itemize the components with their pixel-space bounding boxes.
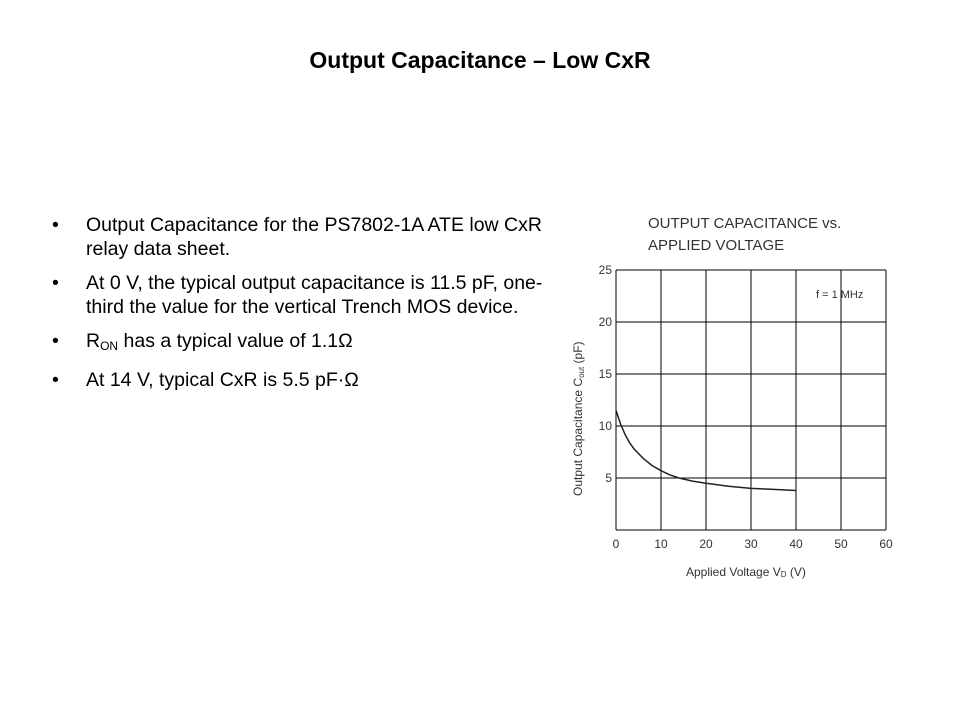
- x-axis-label: Applied Voltage VD (V): [686, 565, 806, 579]
- x-tick-label: 10: [654, 537, 668, 551]
- bullet-text: RON has a typical value of 1.1Ω: [86, 330, 353, 353]
- x-tick-label: 0: [613, 537, 620, 551]
- bullet-dot: •: [52, 272, 59, 294]
- capacitance-chart: OUTPUT CAPACITANCE vs. APPLIED VOLTAGE 0…: [571, 215, 893, 579]
- bullet-item: • At 0 V, the typical output capacitance…: [52, 271, 562, 319]
- y-tick-label: 15: [599, 367, 613, 381]
- x-tick-label: 50: [834, 537, 848, 551]
- subscript: ON: [100, 339, 119, 353]
- y-tick-label: 5: [605, 471, 612, 485]
- page-title: Output Capacitance – Low CxR: [309, 47, 651, 73]
- y-tick-label: 20: [599, 315, 613, 329]
- bullet-item: • Output Capacitance for the PS7802-1A A…: [52, 213, 562, 261]
- x-tick-label: 30: [744, 537, 758, 551]
- bullet-dot: •: [52, 369, 59, 391]
- bullet-dot: •: [52, 330, 59, 352]
- y-axis-label: Output Capacitance Cout (pF): [571, 341, 586, 496]
- tick-labels: 0 10 20 30 40 50 60 5 10 15 20 25: [599, 263, 893, 551]
- bullet-text: At 0 V, the typical output capacitance i…: [86, 272, 543, 318]
- x-tick-label: 40: [789, 537, 803, 551]
- series-line: [615, 410, 797, 492]
- bullet-text: At 14 V, typical CxR is 5.5 pF·Ω: [86, 369, 359, 391]
- x-tick-label: 20: [699, 537, 713, 551]
- bullet-list: • Output Capacitance for the PS7802-1A A…: [52, 213, 562, 402]
- chart-annotation: f = 1 MHz: [816, 289, 863, 301]
- chart-title-line2: APPLIED VOLTAGE: [648, 237, 784, 254]
- bullet-item: • RON has a typical value of 1.1Ω: [52, 329, 562, 358]
- x-tick-label: 60: [879, 537, 893, 551]
- y-tick-label: 10: [599, 419, 613, 433]
- bullet-dot: •: [52, 214, 59, 236]
- grid-lines: [615, 269, 887, 531]
- bullet-text: Output Capacitance for the PS7802-1A ATE…: [86, 214, 542, 260]
- bullet-item: • At 14 V, typical CxR is 5.5 pF·Ω: [52, 368, 562, 392]
- chart-title-line1: OUTPUT CAPACITANCE vs.: [648, 215, 841, 232]
- y-tick-label: 25: [599, 263, 613, 277]
